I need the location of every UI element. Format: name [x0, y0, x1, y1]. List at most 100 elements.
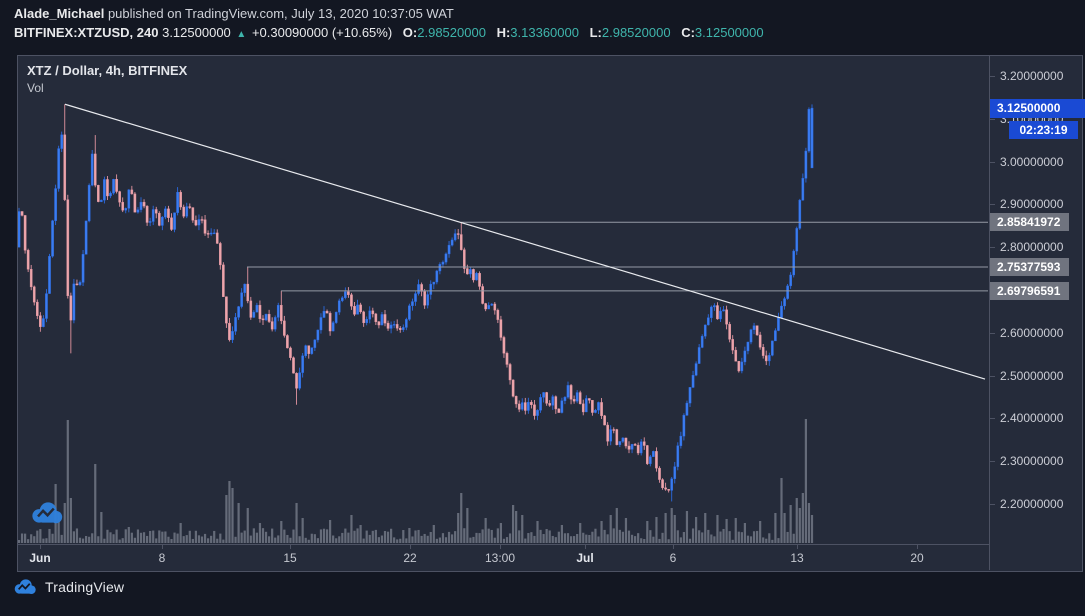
volume-bar [417, 529, 420, 543]
candle-body [801, 178, 805, 201]
legend-symbol-title[interactable]: XTZ / Dollar, 4h, BITFINEX [27, 63, 188, 78]
candle-body [499, 319, 503, 338]
candle-body [792, 250, 795, 276]
candle-body [658, 467, 661, 480]
volume-bar [719, 531, 722, 543]
price-axis[interactable]: 3.20000000 3.10000000 3.00000000 2.90000000… [989, 56, 1085, 570]
volume-bar [548, 530, 551, 543]
volume-bar [283, 529, 286, 543]
volume-bar [332, 535, 335, 543]
volume-bar [200, 536, 204, 543]
candle-body [560, 400, 564, 413]
volume-bar [484, 518, 487, 543]
candle-body [87, 185, 91, 222]
volume-bar [621, 531, 624, 543]
candle-body [545, 392, 548, 404]
candle-body [310, 347, 314, 354]
volume-bar [97, 536, 100, 543]
volume-bar [603, 529, 606, 543]
candle-body [414, 293, 417, 302]
tradingview-logo-icon[interactable] [12, 577, 38, 596]
candle-body [72, 283, 76, 321]
candle-body [170, 217, 173, 230]
candle-body [231, 331, 234, 341]
candle-body [353, 306, 356, 315]
candle-body [261, 318, 265, 321]
volume-bar [377, 537, 380, 543]
volume-bar [264, 531, 268, 543]
ticker-bar: BITFINEX:XTZUSD, 240 3.12500000 ▲ +0.300… [14, 25, 764, 40]
time-axis-label: 8 [158, 551, 166, 565]
bar-countdown-label: 02:23:19 [1009, 121, 1078, 140]
candle-body [789, 274, 792, 287]
volume-bar [676, 530, 679, 543]
candle-body [441, 261, 445, 265]
volume-bar [69, 498, 72, 543]
volume-bar [176, 533, 179, 543]
volume-bar [252, 528, 255, 543]
volume-bar [508, 533, 512, 543]
candle-body [60, 134, 63, 149]
volume-bar [688, 538, 692, 543]
candle-body [197, 219, 201, 226]
volume-bar [365, 530, 368, 543]
volume-bar [807, 503, 811, 543]
descending-trendline[interactable] [64, 103, 986, 380]
candle-body [255, 304, 259, 313]
volume-bar [655, 517, 658, 543]
time-axis[interactable]: Jun 8 15 22 13:00 Jul 6 13 20 [18, 544, 989, 571]
candle-body [639, 441, 643, 454]
time-axis-label: Jul [576, 551, 594, 565]
volume-bar [197, 535, 201, 543]
volume-bar [182, 536, 185, 543]
candle-body [664, 487, 667, 490]
candle-body [301, 355, 304, 373]
volume-bar [51, 533, 54, 543]
volume-bar [24, 533, 27, 543]
candle-body [222, 264, 225, 297]
volume-bar [127, 527, 130, 543]
candle-body [246, 283, 250, 302]
brand-name[interactable]: TradingView [45, 578, 125, 595]
price-axis-label: 2.80000000 [990, 239, 1063, 255]
volume-bar [78, 537, 82, 543]
author-name[interactable]: Alade_Michael [14, 6, 105, 21]
volume-bar [161, 531, 164, 543]
volume-bar [301, 518, 304, 543]
legend-volume-indicator[interactable]: Vol [27, 81, 44, 95]
candle-body [54, 188, 57, 221]
candle-body [667, 489, 670, 491]
volume-bar [691, 528, 695, 543]
low-value: 2.98520000 [601, 25, 671, 40]
candle-body [447, 244, 451, 255]
volume-bar [661, 532, 664, 543]
volume-bar [810, 515, 814, 543]
volume-bar [487, 528, 490, 543]
volume-bar [502, 538, 506, 543]
candle-body [777, 317, 780, 331]
volume-bar [460, 493, 463, 543]
candle-body [237, 306, 240, 318]
candle-body [176, 192, 179, 213]
candle-body [743, 350, 747, 363]
candle-body [795, 228, 799, 252]
symbol-label[interactable]: BITFINEX:XTZUSD, 240 [14, 25, 159, 40]
candle-body [63, 134, 67, 200]
candle-body [75, 283, 79, 286]
candle-body [484, 303, 487, 310]
volume-bar [432, 525, 435, 543]
candle-body [411, 301, 414, 306]
volume-bar [490, 529, 493, 543]
volume-bar [542, 534, 545, 543]
volume-bar [725, 519, 728, 543]
volume-bar [505, 537, 509, 543]
candle-body [502, 337, 506, 354]
volume-series [18, 419, 814, 543]
volume-bar [737, 531, 740, 543]
volume-bar [701, 532, 704, 543]
candle-body [185, 206, 189, 217]
candle-body [682, 415, 686, 437]
volume-bar [447, 531, 451, 543]
candlestick-plot-area[interactable]: XTZ / Dollar, 4h, BITFINEX Vol [18, 56, 990, 544]
volume-bar [310, 533, 313, 543]
